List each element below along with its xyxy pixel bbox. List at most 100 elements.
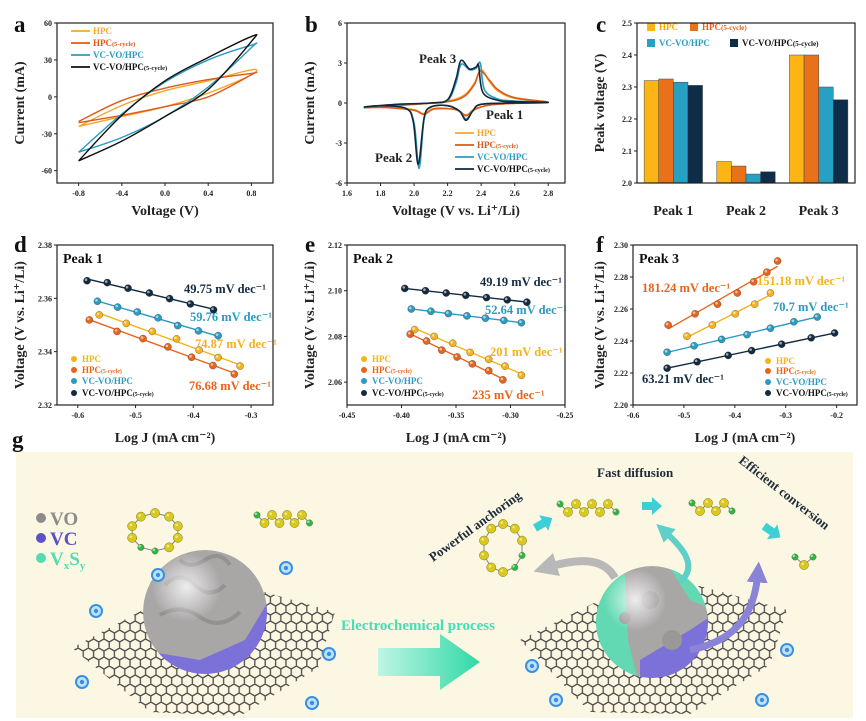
legend-label: VC-VO/HPC [477,152,528,162]
data-point [209,361,217,370]
data-point-highlight [431,334,435,337]
schematic-legend: VO VC VxSy [36,509,86,572]
atom-highlight [277,520,280,524]
atom-highlight [792,554,796,558]
legend-marker [71,378,77,384]
data-point [407,305,416,313]
series-line-1 [78,71,258,124]
y-tick-label: -60 [41,167,52,176]
slope-label: 49.75 mV dec⁻¹ [184,282,266,296]
chart-e: 2.06 2.08 2.10 2.12 -0.45 -0.40 -0.35 -0.30 -0.2… [303,241,573,446]
data-point-highlight [504,297,508,301]
bar [658,78,674,184]
sulfur-atom [703,498,713,508]
data-point [500,316,508,325]
plot-frame [346,244,566,406]
x-tick-label: 0.4 [203,189,213,198]
legend-swatch [647,39,655,47]
plot-frame [636,22,856,184]
atom-highlight [729,508,733,512]
y-tick-label: 2.5 [622,19,632,28]
peak-annotation: Peak 3 [419,51,457,66]
data-point [139,334,147,343]
y-axis-title: Voltage (V vs. Li⁺/Li) [593,261,608,389]
bar [731,165,747,184]
x-axis-title: Log J (mA cm⁻²) [406,431,507,446]
y-tick-label: 2.26 [614,305,628,314]
y-tick-label: 2.2 [622,115,632,124]
sulfur-atom [579,507,589,517]
data-point-highlight [467,350,471,353]
data-point-highlight [464,313,468,317]
lithium-atom [511,564,519,571]
data-point [503,296,511,304]
legend-marker [71,390,77,396]
data-point [690,342,698,350]
molecules [75,498,817,710]
legend-swatch [690,23,698,31]
category-label: Peak 3 [799,204,839,219]
data-point [444,309,453,318]
bar [745,173,761,184]
legend-label: VC-VO/HPC(5-cycle) [93,62,167,72]
sulfur-atom [498,519,508,529]
x-tick-label: -0.6 [71,411,84,420]
legend-name: VC-VO/HPC [776,388,827,398]
y-tick-label: 2.38 [38,241,52,250]
data-point-highlight [744,332,748,335]
plot-frame [56,22,274,184]
sulfur-atom [587,499,597,509]
y-tick-label: 2.1 [622,147,632,156]
data-point [154,314,162,322]
data-point-highlight [751,279,754,283]
series-line-3 [363,59,550,166]
data-point-highlight [684,333,688,337]
x-tick-label: -0.4 [728,411,741,420]
legend-swatch [730,39,738,47]
panel-letter-b: b [305,12,318,37]
legend-suffix: (5-cycle) [793,40,819,48]
cyan-arrow-1 [533,515,553,532]
data-point [214,331,222,340]
legend-name: HPC [372,354,391,364]
data-point-highlight [768,325,771,329]
data-point-highlight [691,343,695,347]
legend-name: VC-VO/HPC [372,388,423,398]
atom-highlight [481,538,485,541]
atom-highlight [129,535,133,538]
slope-label: 201 mV dec⁻¹ [490,345,563,359]
data-point [430,332,438,341]
atom-highlight [152,548,156,552]
lithium-atom [688,499,696,507]
slope-label: 235 mV dec⁻¹ [472,388,545,402]
data-point-highlight [519,372,522,376]
data-point-highlight [104,280,108,283]
bar [833,99,849,184]
data-point-highlight [155,315,159,319]
data-point-highlight [694,359,698,363]
x-tick-label: -0.8 [72,189,85,198]
peak-annotation: Peak 2 [375,150,412,165]
electron-icon-core [155,572,161,578]
sulfur-atom [150,508,160,518]
data-point [499,376,507,384]
legend-name: VC-VO/HPC [82,376,133,386]
data-point-highlight [96,312,100,316]
atom-highlight [705,500,709,504]
data-point [683,332,691,340]
legend-vxsy: VxSy [36,549,86,572]
schematic-panel: Electrochemical process Powerful anchori… [16,452,853,718]
data-point [468,360,477,368]
x-tick-label: -0.6 [627,411,640,420]
data-point-highlight [710,322,713,326]
y-tick-label: 2.22 [614,369,628,378]
data-point-highlight [715,301,718,305]
x-tick-label: -0.45 [339,411,356,420]
legend-name: HPC [82,365,101,375]
data-point-highlight [443,290,447,294]
y-axis-title: Current (mA) [13,61,28,145]
sulfur-atom [164,511,174,522]
data-point [766,324,775,332]
legend-marker [361,378,367,384]
atom-highlight [713,508,717,512]
